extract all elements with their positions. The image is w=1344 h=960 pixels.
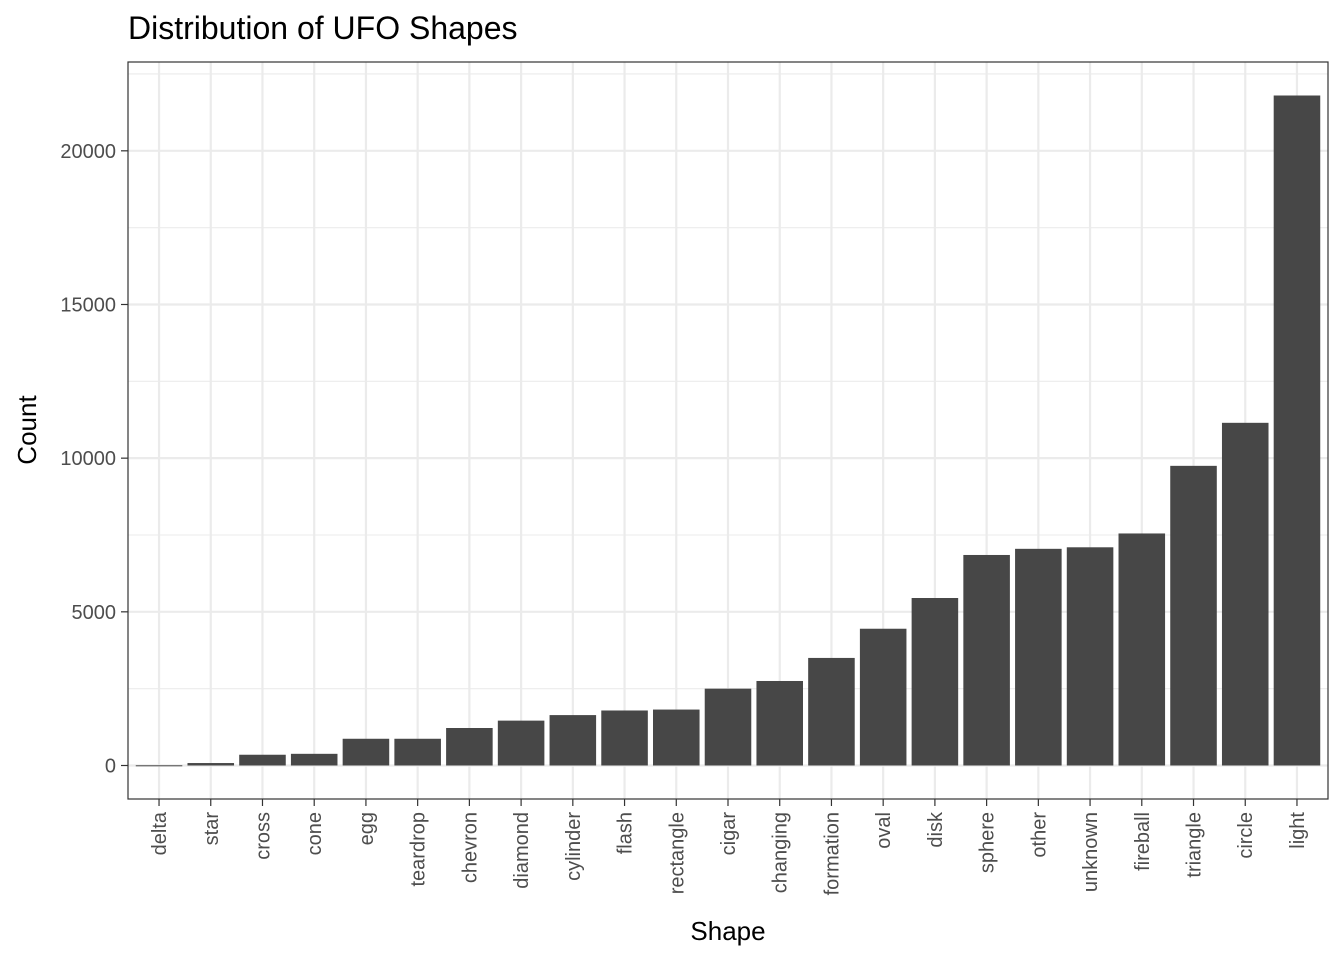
x-tick-label-star: star xyxy=(201,812,223,846)
x-tick-label-formation: formation xyxy=(821,812,843,895)
x-tick-label-chevron: chevron xyxy=(459,812,481,883)
bar-diamond xyxy=(497,720,545,766)
x-tick-label-rectangle: rectangle xyxy=(666,812,688,894)
y-axis-title: Count xyxy=(12,395,42,465)
x-tick-label-diamond: diamond xyxy=(511,812,533,889)
bar-cross xyxy=(239,754,286,766)
bar-unknown xyxy=(1066,547,1114,766)
bar-formation xyxy=(808,657,855,766)
bar-flash xyxy=(601,710,648,766)
y-tick-label: 10000 xyxy=(60,448,116,470)
x-tick-label-egg: egg xyxy=(356,812,378,845)
bar-star xyxy=(187,763,235,766)
bar-other xyxy=(1015,548,1062,766)
x-tick-label-cylinder: cylinder xyxy=(563,812,585,881)
bars xyxy=(135,95,1321,767)
bar-circle xyxy=(1221,422,1269,766)
x-tick-label-cigar: cigar xyxy=(718,812,740,856)
x-axis: delta star cross cone egg teardrop chevron diam… xyxy=(149,799,1309,895)
y-tick-label: 0 xyxy=(105,756,116,778)
x-tick-label-oval: oval xyxy=(873,812,895,849)
x-tick-label-changing: changing xyxy=(770,812,792,893)
x-tick-label-triangle: triangle xyxy=(1184,812,1206,878)
x-tick-label-other: other xyxy=(1028,812,1050,858)
bar-egg xyxy=(342,738,390,766)
x-tick-label-flash: flash xyxy=(615,812,637,854)
bar-oval xyxy=(859,628,907,766)
bar-chevron xyxy=(446,728,493,766)
bar-cylinder xyxy=(549,715,597,766)
x-tick-label-unknown: unknown xyxy=(1080,812,1102,892)
bar-sphere xyxy=(963,554,1010,766)
bar-teardrop xyxy=(394,738,441,766)
bar-delta xyxy=(135,765,183,767)
x-tick-label-fireball: fireball xyxy=(1132,812,1154,871)
x-tick-label-disk: disk xyxy=(925,811,947,848)
bar-fireball xyxy=(1118,533,1166,766)
bar-cone xyxy=(290,753,338,766)
x-tick-label-cross: cross xyxy=(252,812,274,860)
y-tick-label: 5000 xyxy=(72,602,117,624)
bar-changing xyxy=(756,680,803,766)
bar-cigar xyxy=(704,688,752,766)
x-tick-label-light: light xyxy=(1287,812,1309,849)
x-tick-label-delta: delta xyxy=(149,811,171,855)
y-tick-label: 15000 xyxy=(60,294,116,316)
x-axis-title: Shape xyxy=(690,916,765,946)
y-tick-label: 20000 xyxy=(60,141,116,163)
x-tick-label-sphere: sphere xyxy=(977,812,999,873)
bar-triangle xyxy=(1170,465,1217,766)
x-tick-label-cone: cone xyxy=(304,812,326,855)
x-tick-label-circle: circle xyxy=(1235,812,1257,859)
bar-rectangle xyxy=(653,709,700,766)
y-axis: 0 5000 10000 15000 20000 xyxy=(60,141,128,778)
chart-title: Distribution of UFO Shapes xyxy=(128,10,518,46)
x-tick-label-teardrop: teardrop xyxy=(408,812,430,887)
bar-light xyxy=(1273,95,1321,766)
bar-disk xyxy=(911,598,959,766)
